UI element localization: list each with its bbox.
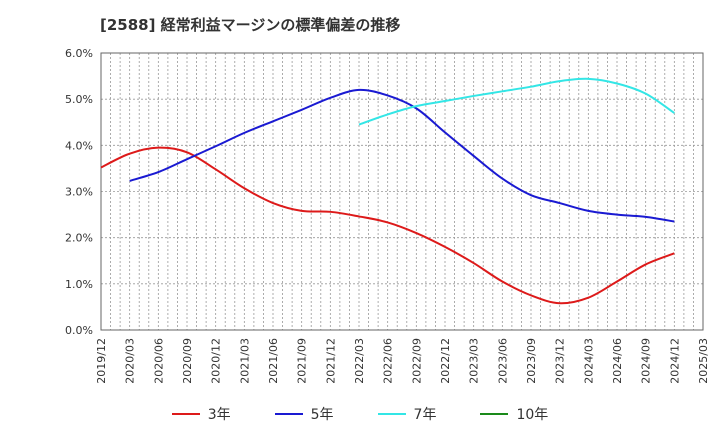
legend-swatch-7y [377, 413, 406, 415]
x-tick-label: 2020/12 [210, 338, 223, 384]
x-tick-label: 2021/06 [267, 338, 280, 384]
legend-item-3y: 3年 [171, 404, 231, 424]
x-tick-label: 2021/09 [296, 338, 309, 384]
y-tick-label: 2.0% [65, 232, 93, 245]
plot-frame [100, 52, 704, 331]
x-tick-label: 2023/09 [525, 338, 538, 384]
y-tick-label: 0.0% [65, 324, 93, 337]
chart-title: [2588] 経常利益マージンの標準偏差の推移 [100, 16, 401, 34]
legend-label-10y: 10年 [516, 407, 549, 423]
series-line-1 [129, 88, 675, 223]
legend-label-7y: 7年 [413, 407, 437, 423]
x-tick-label: 2023/06 [496, 338, 509, 384]
legend: 3年 5年 7年 10年 [0, 404, 720, 424]
x-tick-label: 2024/03 [582, 338, 595, 384]
legend-swatch-3y [171, 413, 200, 415]
y-tick-label: 1.0% [65, 278, 93, 291]
y-tick-label: 4.0% [65, 139, 93, 152]
series-line-2 [358, 77, 675, 126]
legend-label-5y: 5年 [310, 407, 334, 423]
x-tick-label: 2024/06 [611, 338, 624, 384]
y-tick-label: 3.0% [65, 186, 93, 199]
x-tick-label: 2022/03 [353, 338, 366, 384]
legend-item-5y: 5年 [274, 404, 334, 424]
x-tick-label: 2025/03 [697, 338, 710, 384]
x-tick-label: 2023/03 [468, 338, 481, 384]
x-tick-label: 2024/09 [640, 338, 653, 384]
y-tick-label: 5.0% [65, 93, 93, 106]
x-tick-label: 2020/06 [152, 338, 165, 384]
x-tick-label: 2019/12 [95, 338, 108, 384]
x-tick-label: 2020/09 [181, 338, 194, 384]
x-tick-label: 2024/12 [668, 338, 681, 384]
legend-item-7y: 7年 [377, 404, 437, 424]
y-tick-label: 6.0% [65, 47, 93, 60]
x-tick-label: 2022/12 [439, 338, 452, 384]
x-tick-label: 2023/12 [554, 338, 567, 384]
x-tick-label: 2022/09 [410, 338, 423, 384]
x-tick-label: 2022/06 [382, 338, 395, 384]
legend-swatch-5y [274, 413, 303, 415]
x-tick-label: 2020/03 [124, 338, 137, 384]
legend-item-10y: 10年 [480, 404, 548, 424]
x-tick-label: 2021/03 [238, 338, 251, 384]
x-tick-label: 2021/12 [324, 338, 337, 384]
legend-swatch-10y [480, 413, 509, 415]
legend-label-3y: 3年 [207, 407, 231, 423]
